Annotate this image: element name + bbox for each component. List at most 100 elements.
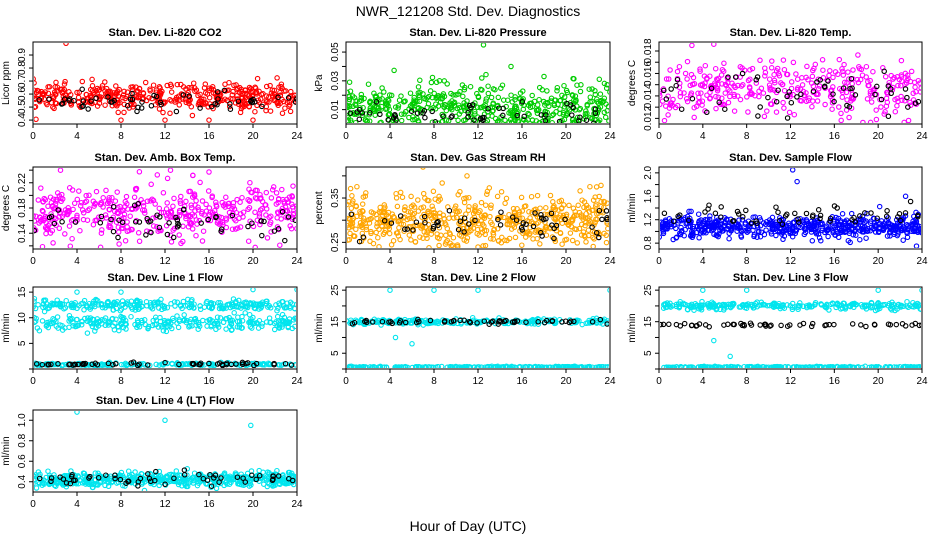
data-point (784, 93, 790, 100)
data-point (409, 364, 416, 368)
data-point (229, 92, 236, 98)
data-point (263, 93, 270, 99)
data-point (193, 318, 199, 325)
y-tick-label: 0.014 (643, 83, 654, 108)
data-point (164, 175, 171, 182)
data-point (89, 323, 96, 330)
data-point (455, 243, 461, 248)
data-point (579, 364, 585, 368)
data-point (831, 98, 837, 105)
data-point (742, 304, 748, 311)
data-point (161, 324, 167, 330)
y-tick-label: 0.4 (17, 113, 28, 127)
data-point (863, 63, 870, 70)
data-point (351, 319, 358, 326)
data-point (232, 300, 239, 306)
data-point (171, 299, 178, 305)
data-point (756, 214, 763, 221)
data-point (62, 325, 68, 331)
data-point (267, 361, 274, 368)
data-point (226, 209, 233, 216)
data-point (790, 219, 797, 226)
data-point (808, 304, 814, 310)
data-point (279, 311, 286, 318)
data-point (181, 312, 187, 318)
data-point (841, 79, 848, 86)
data-point (485, 83, 491, 89)
data-point (747, 85, 753, 91)
data-point (756, 228, 762, 234)
data-point (439, 93, 446, 99)
y-axis-label: degrees C (1, 185, 12, 231)
data-point (429, 74, 436, 81)
y-tick-label: 2.0 (643, 165, 654, 179)
data-point (740, 82, 746, 88)
data-point (97, 244, 104, 248)
data-point (426, 93, 432, 100)
data-point (266, 303, 273, 309)
data-point (124, 89, 131, 95)
data-point (842, 218, 848, 225)
data-point (85, 106, 91, 112)
data-point (836, 302, 842, 309)
data-point (569, 364, 576, 368)
data-point (471, 364, 477, 368)
data-point (385, 117, 391, 123)
data-point (520, 106, 527, 113)
data-point (430, 225, 437, 232)
y-tick-label: 0.9 (17, 48, 28, 62)
data-point (603, 232, 609, 239)
data-point (363, 190, 369, 196)
data-point (282, 105, 288, 111)
data-point (256, 213, 263, 219)
data-point (771, 71, 777, 78)
data-point (678, 224, 684, 231)
data-point (599, 216, 605, 223)
data-point (817, 212, 824, 219)
data-point (398, 221, 404, 227)
data-point (407, 318, 413, 324)
y-tick-label: 0.03 (330, 71, 341, 91)
x-tick-label: 24 (291, 131, 303, 142)
data-point (224, 97, 231, 104)
data-point (394, 364, 401, 368)
points-line1 (34, 288, 296, 368)
data-point (583, 202, 590, 209)
data-point (835, 222, 842, 228)
data-point (583, 239, 589, 245)
x-tick-label: 12 (472, 131, 484, 142)
x-tick-label: 16 (829, 131, 841, 142)
data-point (446, 207, 453, 214)
data-point (606, 215, 609, 221)
data-point (677, 90, 684, 96)
data-point (544, 99, 551, 106)
data-point (404, 226, 411, 232)
data-point (66, 185, 73, 191)
data-point (554, 84, 561, 91)
data-point (174, 313, 180, 319)
data-point (136, 361, 142, 367)
data-point (713, 93, 719, 100)
data-point (874, 215, 880, 221)
data-point (529, 117, 536, 123)
data-point (122, 198, 129, 205)
data-point (488, 319, 495, 325)
data-point (589, 319, 596, 325)
data-point (495, 102, 501, 109)
data-point (289, 193, 295, 199)
data-point (800, 303, 807, 310)
data-point (378, 119, 384, 123)
data-point (139, 303, 146, 309)
data-point (139, 99, 145, 105)
data-point (41, 91, 47, 97)
x-tick-label: 20 (247, 256, 259, 267)
outlier-point (794, 178, 800, 185)
x-tick-label: 4 (700, 376, 706, 387)
data-point (567, 230, 574, 236)
data-point (72, 300, 78, 306)
data-point (254, 320, 261, 327)
data-point (242, 87, 249, 94)
data-point (753, 77, 759, 83)
data-point (570, 205, 577, 212)
